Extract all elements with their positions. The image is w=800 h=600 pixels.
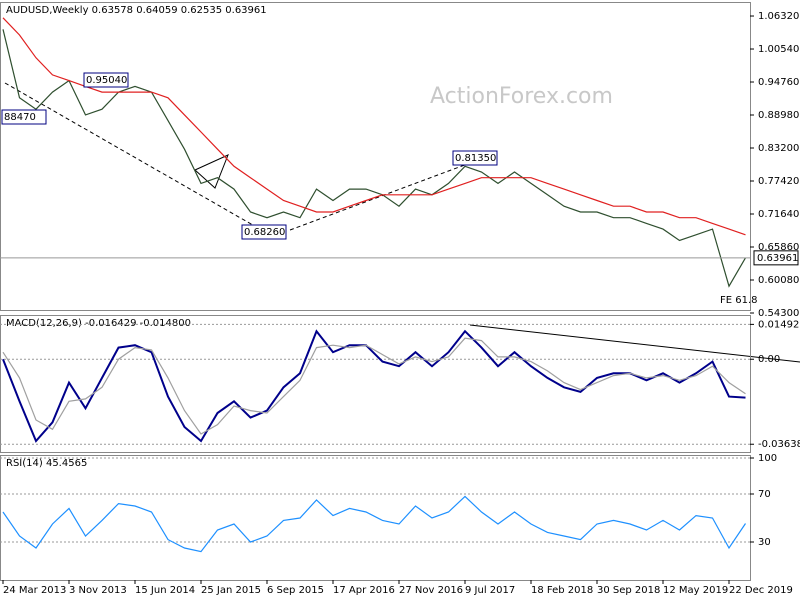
annotation-box	[241, 224, 287, 240]
panel-title: MACD(12,26,9) -0.016429 -0.014800	[6, 318, 191, 329]
x-tick-label: 3 Nov 2013	[69, 585, 127, 596]
trendline	[469, 324, 800, 363]
y-tick-label: 0.83200	[758, 143, 799, 154]
y-tick-label: 1.00540	[758, 44, 799, 55]
y-tick-label: 100	[758, 453, 777, 464]
x-tick-label: 18 Feb 2018	[531, 585, 593, 596]
y-tick-label: 0.71640	[758, 209, 799, 220]
y-tick-label: 0.54300	[758, 308, 799, 319]
annotation: 88470	[4, 112, 36, 123]
y-tick-label: 0.014925	[758, 319, 800, 330]
x-tick-label: 22 Dec 2019	[729, 585, 793, 596]
y-tick-label: 0.94760	[758, 77, 799, 88]
annotation: 0.81350	[455, 153, 496, 164]
annotation: 0.68260	[244, 227, 285, 238]
y-tick-label: -0.036389	[758, 439, 800, 450]
triangle	[194, 154, 229, 189]
y-tick-label: 70	[758, 489, 771, 500]
y-tick-label: 0.65860	[758, 242, 799, 253]
annotation: FE 61.8	[720, 295, 758, 306]
annotation-box	[452, 150, 498, 166]
y-tick-label: 0.77420	[758, 176, 799, 187]
last-price-box	[753, 250, 799, 266]
annotation-box	[83, 72, 129, 88]
x-tick-label: 9 Jul 2017	[465, 585, 515, 596]
x-tick-label: 12 May 2019	[663, 585, 728, 596]
y-tick-label: 0.88980	[758, 110, 799, 121]
series-line	[2, 495, 746, 553]
y-tick-label: 30	[758, 537, 771, 548]
panel-title: RSI(14) 45.4565	[6, 458, 87, 469]
last-price-label: 0.63961	[757, 253, 798, 264]
panel-frame	[0, 455, 751, 581]
panel-frame	[0, 2, 751, 311]
series-line	[2, 29, 747, 288]
x-tick-label: 25 Jan 2015	[201, 585, 261, 596]
y-tick-label: 0.00	[758, 354, 780, 365]
series-line	[2, 17, 746, 236]
x-tick-label: 24 Mar 2013	[3, 585, 66, 596]
x-tick-label: 17 Apr 2016	[333, 585, 395, 596]
annotation-box	[1, 109, 47, 125]
x-tick-label: 30 Sep 2018	[597, 585, 660, 596]
panel-frame	[0, 315, 751, 453]
x-tick-label: 27 Nov 2016	[399, 585, 463, 596]
y-tick-label: 0.60080	[758, 275, 799, 286]
annotation: 0.95040	[86, 75, 127, 86]
x-tick-label: 15 Jun 2014	[135, 585, 195, 596]
y-tick-label: 1.06320	[758, 11, 799, 22]
panel-title: AUDUSD,Weekly 0.63578 0.64059 0.62535 0.…	[6, 5, 267, 16]
watermark: ActionForex.com	[430, 84, 613, 109]
series-line	[2, 337, 746, 435]
x-tick-label: 6 Sep 2015	[267, 585, 324, 596]
series-line	[2, 329, 746, 443]
